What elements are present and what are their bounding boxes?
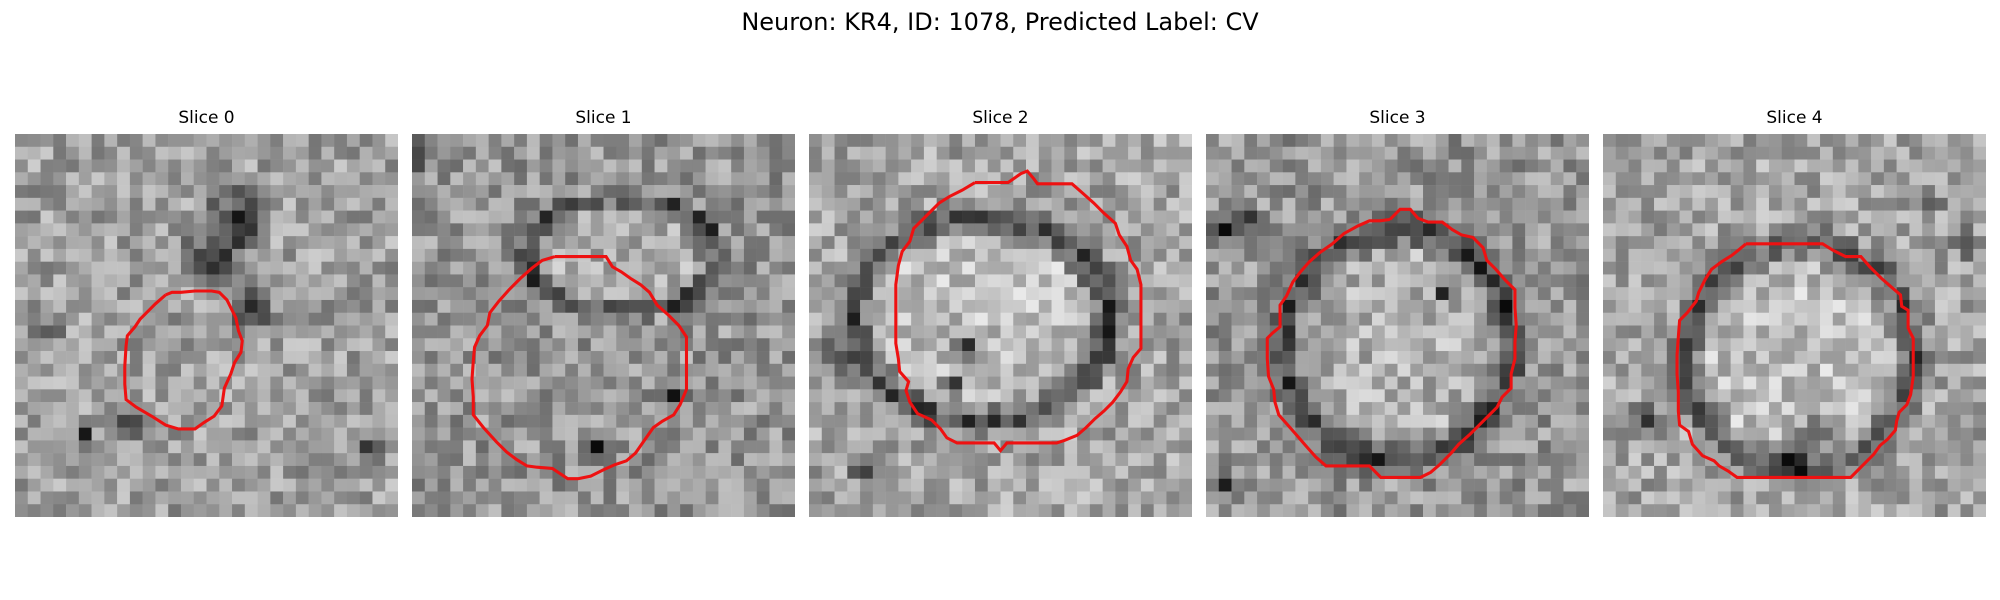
segmentation-contour (1265, 207, 1518, 479)
slice-image (15, 134, 398, 517)
slice-image (1603, 134, 1986, 517)
segmentation-contour (894, 169, 1143, 454)
segmentation-contour (123, 289, 244, 431)
figure-title: Neuron: KR4, ID: 1078, Predicted Label: … (741, 8, 1259, 36)
em-pixel-grid (1603, 134, 1986, 517)
slice-title: Slice 0 (178, 108, 235, 128)
slice-image (809, 134, 1192, 517)
slice-title: Slice 3 (1369, 108, 1426, 128)
slice-panel: Slice 3 (1206, 106, 1589, 526)
slice-image (1206, 134, 1589, 517)
segmentation-contour (1675, 242, 1915, 479)
segmentation-contour (470, 255, 689, 481)
slice-title: Slice 1 (575, 108, 632, 128)
slice-panel: Slice 4 (1603, 106, 1986, 526)
em-pixel-grid (1206, 134, 1589, 517)
em-pixel-grid (412, 134, 795, 517)
slice-panel: Slice 0 (15, 106, 398, 526)
em-pixel-grid (15, 134, 398, 517)
em-pixel-grid (809, 134, 1192, 517)
slice-title: Slice 4 (1766, 108, 1823, 128)
slice-title: Slice 2 (972, 108, 1029, 128)
slice-image (412, 134, 795, 517)
slice-panel: Slice 2 (809, 106, 1192, 526)
slice-panel: Slice 1 (412, 106, 795, 526)
